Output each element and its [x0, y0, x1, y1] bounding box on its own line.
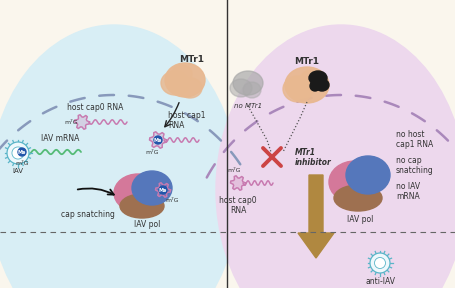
- Ellipse shape: [120, 194, 164, 218]
- Text: host cap0 RNA: host cap0 RNA: [67, 103, 123, 112]
- Ellipse shape: [114, 174, 162, 212]
- Ellipse shape: [165, 63, 205, 97]
- Ellipse shape: [334, 185, 382, 211]
- Text: Me: Me: [18, 149, 26, 154]
- Ellipse shape: [315, 79, 329, 91]
- Circle shape: [7, 142, 29, 164]
- Text: IAV pol: IAV pol: [134, 220, 160, 229]
- Text: Me: Me: [154, 137, 162, 143]
- PathPatch shape: [298, 175, 334, 258]
- Polygon shape: [75, 115, 90, 129]
- Ellipse shape: [285, 67, 329, 103]
- Text: Me: Me: [159, 187, 167, 192]
- Circle shape: [159, 186, 167, 194]
- Ellipse shape: [243, 82, 261, 98]
- Ellipse shape: [310, 81, 320, 91]
- Circle shape: [374, 257, 385, 268]
- Polygon shape: [156, 183, 171, 197]
- Text: no MTr1: no MTr1: [234, 103, 262, 109]
- Text: IAV mRNA: IAV mRNA: [41, 134, 79, 143]
- Text: m⁷G: m⁷G: [227, 168, 241, 173]
- Ellipse shape: [329, 161, 381, 203]
- Circle shape: [12, 147, 24, 159]
- Polygon shape: [231, 176, 246, 190]
- Text: IAV: IAV: [12, 168, 24, 174]
- Text: anti-IAV: anti-IAV: [365, 277, 395, 286]
- Text: m⁷G: m⁷G: [145, 150, 159, 155]
- Text: IAV pol: IAV pol: [347, 215, 373, 224]
- Text: host cap0
RNA: host cap0 RNA: [219, 196, 257, 215]
- Ellipse shape: [132, 171, 172, 205]
- Ellipse shape: [233, 71, 263, 95]
- Text: MTr1
inhibitor: MTr1 inhibitor: [295, 148, 332, 167]
- Circle shape: [154, 136, 162, 144]
- Ellipse shape: [161, 71, 189, 95]
- Circle shape: [370, 253, 390, 273]
- Ellipse shape: [300, 70, 324, 90]
- Ellipse shape: [0, 25, 239, 288]
- Ellipse shape: [309, 71, 327, 85]
- Text: cap snatching: cap snatching: [61, 210, 115, 219]
- Ellipse shape: [172, 65, 192, 83]
- Circle shape: [18, 148, 26, 156]
- Text: host cap1
RNA: host cap1 RNA: [168, 111, 206, 130]
- Polygon shape: [150, 132, 167, 148]
- Text: no cap
snatching: no cap snatching: [396, 156, 434, 175]
- Ellipse shape: [283, 76, 313, 102]
- Text: MTr1: MTr1: [180, 55, 204, 64]
- Text: no host
cap1 RNA: no host cap1 RNA: [396, 130, 433, 149]
- Text: no IAV
mRNA: no IAV mRNA: [396, 182, 420, 201]
- Ellipse shape: [178, 78, 202, 98]
- Ellipse shape: [230, 79, 252, 97]
- Ellipse shape: [346, 156, 390, 194]
- Text: m⁷G: m⁷G: [15, 161, 29, 166]
- Text: m⁷G: m⁷G: [65, 120, 78, 124]
- Text: m⁷G: m⁷G: [165, 198, 178, 203]
- Ellipse shape: [216, 25, 455, 288]
- Text: MTr1: MTr1: [294, 57, 319, 66]
